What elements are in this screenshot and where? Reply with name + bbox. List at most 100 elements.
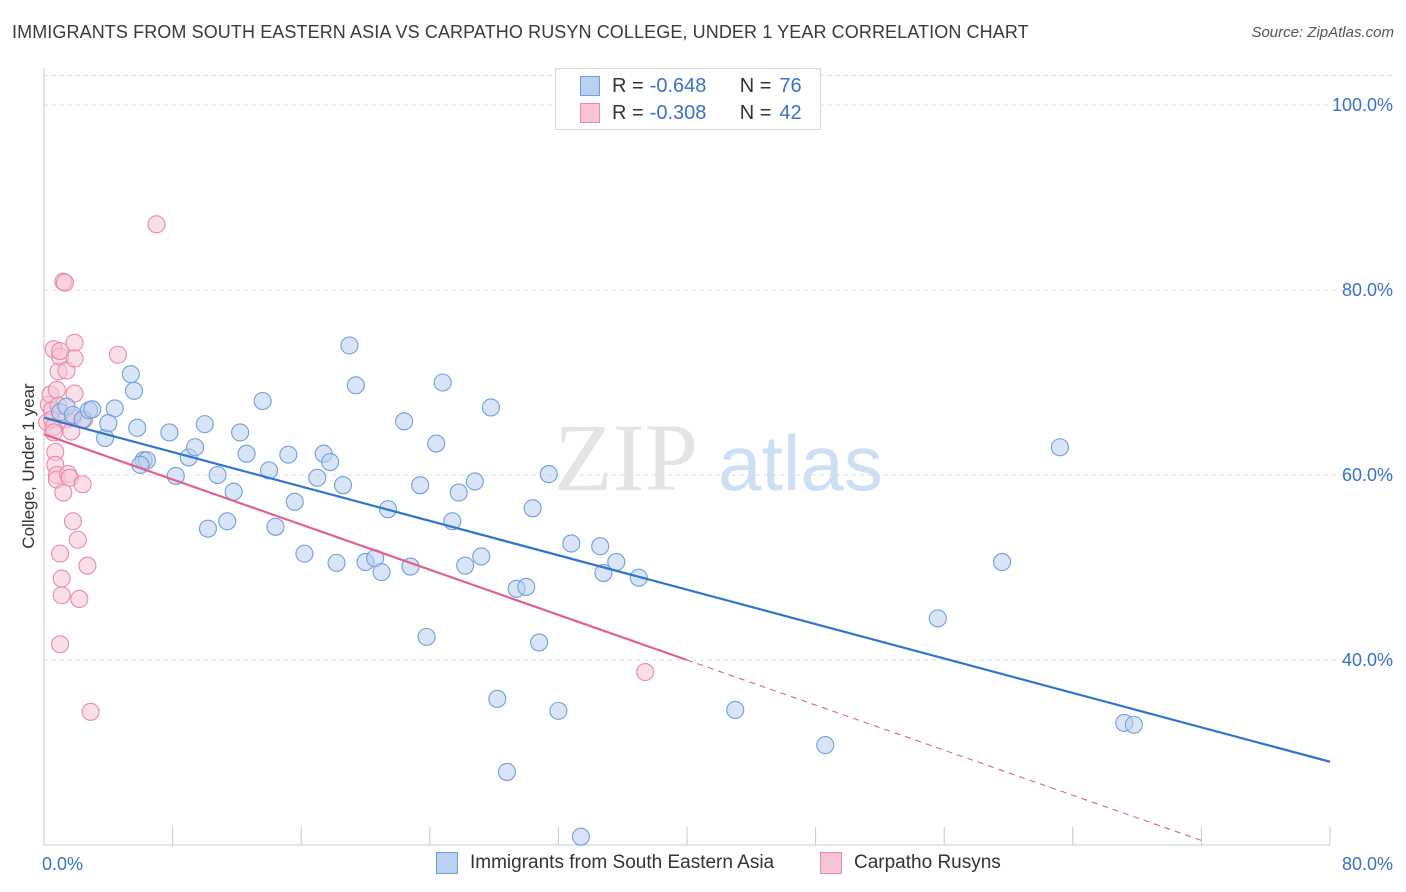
data-point [1050,438,1069,457]
data-point [523,499,542,518]
stats-legend: R = -0.648 N = 76 R = -0.308 N = 42 [555,68,821,130]
data-point [417,627,436,646]
r-label: R = [612,74,644,97]
data-point [47,380,66,399]
data-point [55,273,74,292]
data-point [208,465,227,485]
data-point [295,544,314,563]
trend-line-south-eastern-asia [43,416,1331,763]
data-point [218,512,237,531]
data-point [52,569,71,588]
data-point [65,349,84,368]
data-point [327,553,346,572]
data-point [497,762,517,781]
watermark: ZIP atlas [554,404,883,511]
data-point [607,552,626,572]
data-point [488,689,507,708]
data-point [481,398,500,417]
data-point [83,400,102,419]
data-point [816,736,835,755]
data-point [993,552,1012,572]
data-point [333,476,353,495]
data-point [472,547,491,566]
data-point [65,333,84,352]
n-value: 76 [779,74,802,97]
watermark-zip: ZIP [554,404,698,511]
data-point [427,434,446,453]
y-tick-label: 80.0% [1342,280,1393,300]
data-point [928,609,947,628]
trend-lines [43,416,1331,841]
gridlines [44,74,1393,661]
data-point [372,563,391,582]
data-point [51,635,70,654]
source-label: Source: ZipAtlas.com [1251,24,1394,41]
data-point [411,476,430,495]
data-point [340,336,359,355]
data-point [517,577,536,596]
data-point [237,444,256,463]
data-point [160,423,179,442]
data-point [231,423,250,442]
data-point [636,662,655,682]
data-point [186,438,205,457]
x-tick-label-min: 0.0% [42,854,83,874]
data-point [108,345,127,364]
data-point [68,530,87,549]
blue-swatch [436,852,458,874]
data-point [285,492,304,511]
data-point [224,482,243,501]
data-point [63,512,82,531]
data-point [571,827,590,846]
data-point [321,452,340,472]
watermark-atlas: atlas [718,419,883,507]
y-axis-title: College, Under 1 year [19,383,38,549]
data-point [253,391,272,411]
data-point [78,556,97,575]
legend-label: Immigrants from South Eastern Asia [470,852,775,873]
data-point [124,381,144,400]
data-point [81,702,100,721]
data-point [395,412,414,431]
data-point [99,414,118,433]
data-point [530,633,549,652]
data-point [1124,715,1143,734]
chart-title: IMMIGRANTS FROM SOUTH EASTERN ASIA VS CA… [12,22,1029,42]
x-tick-label-max: 80.0% [1342,854,1393,874]
y-tick-labels: 40.0% 60.0% 80.0% 100.0% [1332,95,1393,670]
trend-line-carpatho-rusyns [43,433,688,662]
legend-label: Carpatho Rusyns [854,852,1001,873]
data-point [73,475,92,494]
blue-swatch [580,76,600,96]
trend-line-carpatho-rusyns-extension [686,659,1202,841]
data-point [591,537,610,556]
y-tick-label: 60.0% [1342,465,1393,485]
legend-row-south-eastern-asia: R = -0.648 N = 76 [580,73,802,99]
data-point [266,517,285,536]
data-point [726,700,745,720]
axes [43,68,1331,846]
n-value: 42 [779,101,802,124]
data-point [562,534,581,553]
legend-row-carpatho-rusyns: R = -0.308 N = 42 [580,100,802,126]
y-tick-label: 40.0% [1342,650,1393,670]
data-point [308,468,327,487]
data-point [51,544,70,563]
n-label: N = [739,101,772,124]
data-point [449,483,468,502]
y-tick-label: 100.0% [1332,95,1393,115]
south-eastern-asia-points [51,336,1143,846]
data-point [198,519,218,538]
n-label: N = [739,74,772,97]
r-value: -0.648 [649,74,707,97]
data-point [65,384,84,403]
data-point [147,215,166,234]
data-point [121,365,140,384]
data-point [346,376,365,395]
data-point [51,341,70,361]
data-point [52,586,71,605]
data-point [128,418,147,437]
legend-item-carpatho-rusyns: Carpatho Rusyns [820,852,1001,874]
data-point [549,701,568,720]
